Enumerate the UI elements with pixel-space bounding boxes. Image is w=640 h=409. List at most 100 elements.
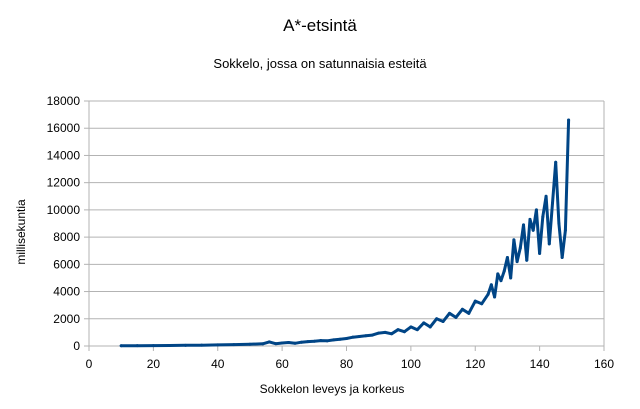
data-point	[267, 340, 271, 344]
data-point	[541, 215, 545, 219]
data-point	[528, 217, 532, 221]
data-point	[312, 339, 316, 343]
data-point	[454, 315, 458, 319]
data-point	[499, 279, 503, 283]
data-point	[422, 321, 426, 325]
data-point	[232, 343, 236, 347]
data-point	[299, 340, 303, 344]
y-axis-tick-labels: 0 2000 4000 6000 8000 10000 12000 14000 16000 180…	[47, 94, 81, 353]
data-point	[200, 343, 204, 347]
data-point	[435, 317, 439, 321]
gridlines	[84, 100, 605, 351]
data-point	[351, 335, 355, 339]
data-point	[151, 344, 155, 348]
data-point	[216, 343, 220, 347]
y-tick-label: 12000	[47, 176, 81, 190]
data-points	[119, 118, 571, 348]
data-point	[184, 343, 188, 347]
data-point	[525, 258, 529, 262]
data-point	[274, 342, 278, 346]
y-axis-title: millisekuntia	[14, 199, 28, 265]
data-point	[325, 339, 329, 343]
data-point	[357, 334, 361, 338]
data-point	[390, 332, 394, 336]
data-point	[489, 283, 493, 287]
data-point	[332, 338, 336, 342]
data-point	[567, 118, 571, 122]
data-point	[167, 343, 171, 347]
data-point	[551, 201, 554, 205]
y-tick-label: 0	[73, 339, 80, 353]
data-point	[248, 342, 252, 346]
y-tick-label: 10000	[47, 203, 81, 217]
data-point	[496, 272, 500, 276]
data-point	[473, 299, 477, 303]
x-axis-tick-labels: 0 20 40 60 80 100 120 140 160	[86, 357, 615, 371]
x-tick-label: 0	[86, 357, 93, 371]
data-point	[119, 344, 123, 348]
data-point	[338, 337, 342, 341]
x-tick-label: 20	[147, 357, 161, 371]
x-tick-label: 60	[275, 357, 289, 371]
data-point	[547, 242, 551, 246]
data-point	[319, 339, 323, 343]
data-point	[493, 295, 497, 299]
data-point	[522, 223, 526, 227]
data-point	[396, 328, 400, 332]
y-tick-label: 14000	[47, 148, 81, 162]
data-point	[563, 228, 567, 232]
data-point	[515, 260, 519, 264]
data-point	[261, 342, 265, 346]
data-point	[370, 333, 374, 337]
data-point	[364, 334, 368, 338]
data-point	[345, 337, 348, 341]
data-point	[554, 160, 558, 164]
data-point	[557, 222, 561, 225]
y-tick-label: 18000	[47, 94, 81, 108]
x-axis-title: Sokkelon leveys ja korkeus	[260, 382, 405, 396]
data-point	[383, 330, 387, 334]
data-point	[531, 228, 535, 232]
x-tick-label: 120	[465, 357, 485, 371]
data-point	[402, 330, 406, 334]
data-point	[428, 325, 432, 329]
data-point	[480, 302, 484, 306]
chart-subtitle: Sokkelo, jossa on satunnaisia esteitä	[213, 56, 427, 71]
data-point	[509, 276, 513, 280]
x-tick-label: 140	[530, 357, 550, 371]
data-point	[448, 311, 451, 315]
data-point	[502, 269, 506, 273]
y-tick-label: 8000	[53, 230, 80, 244]
data-point	[486, 292, 490, 296]
series-layer	[119, 118, 571, 348]
data-point	[512, 238, 516, 242]
x-tick-label: 80	[340, 357, 354, 371]
y-tick-label: 16000	[47, 121, 81, 135]
data-point	[544, 194, 548, 198]
data-point	[441, 320, 445, 323]
data-point	[280, 341, 284, 345]
data-point	[518, 246, 522, 250]
data-point	[560, 256, 564, 260]
data-point	[415, 328, 419, 332]
data-point	[534, 208, 538, 212]
data-point	[460, 307, 464, 311]
x-tick-label: 160	[594, 357, 614, 371]
y-tick-label: 4000	[53, 285, 80, 299]
data-point	[287, 340, 291, 344]
chart-title: A*-etsintä	[283, 16, 357, 35]
y-tick-label: 2000	[53, 312, 80, 326]
data-point	[293, 341, 297, 345]
data-point	[538, 251, 542, 255]
series-line	[119, 118, 571, 348]
data-point	[377, 331, 381, 335]
data-point	[306, 340, 310, 344]
y-tick-label: 6000	[53, 257, 80, 271]
data-point	[409, 325, 413, 329]
x-tick-label: 40	[211, 357, 225, 371]
data-point	[135, 344, 139, 348]
data-point	[505, 256, 509, 260]
x-tick-label: 100	[401, 357, 421, 371]
data-point	[467, 311, 471, 315]
